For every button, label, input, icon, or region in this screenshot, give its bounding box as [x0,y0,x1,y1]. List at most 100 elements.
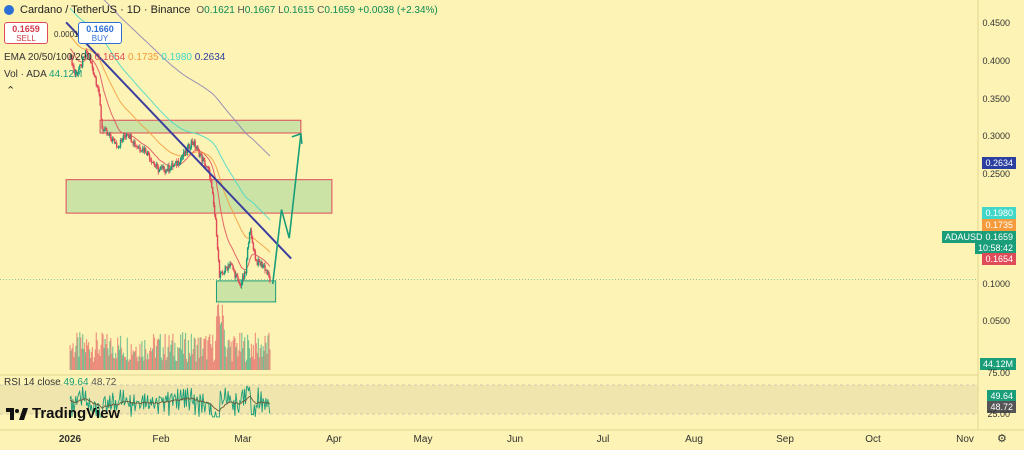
candle-body [159,167,162,170]
volume-bar [132,350,134,370]
candle-body [173,164,175,168]
volume-bar [245,361,247,370]
candle-body [176,161,178,166]
volume-tag: 44.12M [979,358,1016,370]
volume-bar [110,338,112,370]
volume-bar [263,350,265,370]
volume-bar [198,357,200,370]
volume-bar [155,346,158,370]
candle-body [125,135,128,138]
candle-body [192,142,194,145]
volume-bar [242,348,244,370]
rsi-legend[interactable]: RSI 14 close 49.64 48.72 [4,377,117,388]
volume-bar [111,353,113,370]
candle-body [69,55,71,59]
ema200-value: 0.2634 [194,52,226,63]
volume-bar [175,360,177,370]
time-axis-label: Jul [596,434,610,445]
volume-bar [217,303,220,370]
sell-price: 0.1659 [12,24,40,34]
candle-body [134,141,136,146]
candle-body [218,259,221,278]
volume-bar [165,359,167,370]
candle-body [157,167,160,173]
candle-body [94,75,97,78]
candle-body [212,194,215,205]
volume-bar [83,348,85,370]
candle-body [180,157,183,159]
ema-legend[interactable]: EMA 20/50/100/200 0.1654 0.1735 0.1980 0… [4,52,226,63]
volume-bar [194,338,196,370]
candle-body [153,162,156,166]
candle-body [260,261,262,266]
candle-body [249,230,252,233]
volume-bar [224,346,226,370]
volume-bar [227,340,229,370]
volume-bar [166,357,168,370]
volume-bar [75,345,77,370]
volume-bar [114,358,116,370]
candle-body [113,138,115,140]
candle-body [162,166,164,168]
collapse-chevron-icon[interactable]: ⌃ [6,85,16,97]
candle-body [211,180,213,188]
zone-rect-0 [99,119,302,134]
volume-legend[interactable]: Vol · ADA 44.12M [4,69,83,80]
trendline [65,21,292,260]
candle-body [197,147,199,150]
candle-body [150,159,153,163]
sell-button[interactable]: 0.1659 SELL [4,22,48,44]
candle-body [257,258,259,266]
candle-body [261,261,263,268]
volume-bar [145,349,147,370]
volume-bar [135,346,137,370]
volume-bar [90,352,93,370]
volume-bar [124,356,126,370]
volume-bar [130,344,132,370]
candle-body [182,151,185,157]
sell-label: SELL [16,34,36,43]
candle-body [135,145,137,147]
candle-body [184,149,187,155]
volume-bar [138,356,140,370]
volume-bar [168,335,170,370]
settings-gear-icon[interactable]: ⚙ [997,433,1007,445]
candle-body [112,138,114,142]
candle-body [111,138,113,142]
volume-bar [215,340,217,370]
candle-body [156,164,159,168]
volume-bar [158,339,160,370]
tradingview-logo[interactable]: TradingView [6,405,120,422]
candle-body [215,219,218,236]
candle-body [233,269,235,271]
volume-bar [85,352,87,370]
volume-bar [232,340,234,370]
candle-body [101,119,103,129]
volume-bar [206,359,208,370]
candle-body [240,284,242,286]
volume-bar [151,348,154,370]
time-axis-label: Aug [685,434,703,445]
buy-button[interactable]: 0.1660 BUY [78,22,122,44]
candle-body [222,273,225,275]
candle-body [85,50,88,52]
candle-body [130,134,132,142]
candle-body [126,134,129,136]
volume-bar [96,340,98,370]
volume-bar [137,361,139,370]
candle-body [255,259,258,261]
candle-body [110,134,112,139]
volume-bar [210,343,212,370]
price-axis-label: 0.2500 [982,169,1010,179]
candle-body [147,151,150,156]
volume-bar [70,350,72,370]
volume-bar [185,358,188,370]
rsi-value: 49.64 [63,377,89,388]
candle-body [168,165,170,172]
candle-body [185,149,188,153]
candle-body [179,158,182,164]
candle-body [78,69,80,72]
volume-bar [178,348,180,370]
symbol-title[interactable]: Cardano / TetherUS · 1D · Binance [20,4,191,16]
